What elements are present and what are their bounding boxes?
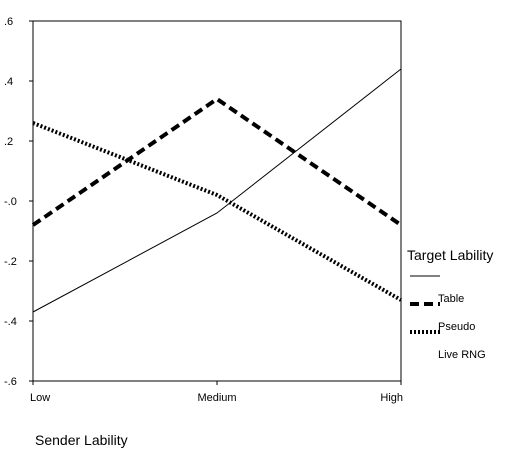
y-tick-label: .2 [4, 136, 13, 148]
y-tick-label: -.4 [4, 316, 17, 328]
y-tick-label: -.6 [4, 376, 17, 388]
series-line-table [32, 68, 402, 313]
series-lines [31, 68, 403, 313]
plot-frame [32, 20, 402, 382]
y-axis: .6 .4 .2 -.0 -.2 -.4 -.6 [4, 16, 33, 388]
series-line-pseudo [31, 96, 403, 227]
y-tick-label: -.0 [4, 196, 17, 208]
y-tick-label: .4 [4, 76, 13, 88]
legend: Target Lability Table Pseudo Live RNG [407, 247, 493, 361]
series-line-live-rng [32, 121, 402, 302]
x-axis-title: Sender Lability [35, 432, 128, 448]
x-tick-label: High [380, 392, 403, 404]
legend-label-pseudo: Pseudo [438, 321, 475, 333]
y-tick-label: -.2 [4, 256, 17, 268]
y-tick-label: .6 [4, 16, 13, 28]
legend-label-live-rng: Live RNG [438, 349, 486, 361]
x-tick-label: Medium [197, 392, 236, 404]
legend-label-table: Table [438, 293, 464, 305]
legend-title: Target Lability [407, 247, 493, 263]
x-tick-label: Low [30, 392, 50, 404]
x-axis: Low Medium High [30, 381, 403, 404]
